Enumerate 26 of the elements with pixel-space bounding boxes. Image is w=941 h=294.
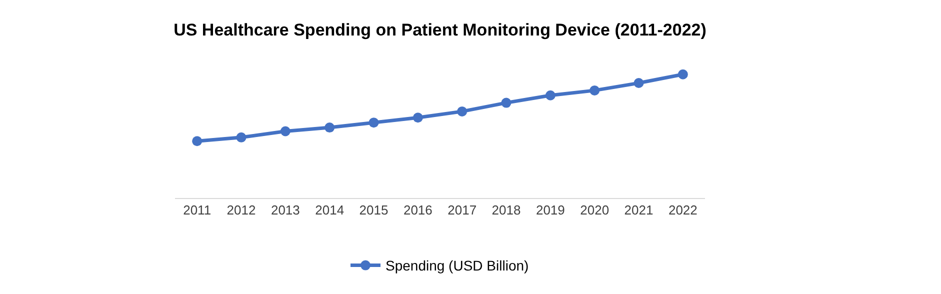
point <box>634 78 644 88</box>
x-tick-label: 2012 <box>226 202 256 218</box>
x-tick-label: 2014 <box>315 202 344 218</box>
point <box>236 132 246 142</box>
point <box>545 90 556 100</box>
x-tick-label: 2018 <box>492 202 521 218</box>
point <box>280 126 290 136</box>
point <box>324 122 335 133</box>
point <box>412 112 423 123</box>
chart-title: US Healthcare Spending on Patient Monitoring Device (2011-2022) <box>174 20 706 40</box>
x-tick-label: 2022 <box>668 202 698 218</box>
x-tick-label: 2013 <box>270 202 300 218</box>
x-tick-label: 2016 <box>403 202 432 218</box>
x-tick-label: 2019 <box>536 202 565 218</box>
x-tick-label: 2017 <box>448 202 477 218</box>
legend-label: Spending (USD Billion) <box>386 258 529 274</box>
point <box>501 98 512 108</box>
point <box>590 85 600 96</box>
x-tick-label: 2015 <box>359 202 388 218</box>
point <box>457 106 468 116</box>
point <box>192 136 202 146</box>
point <box>678 69 688 80</box>
x-tick-label: 2011 <box>183 202 212 218</box>
point <box>368 118 379 128</box>
x-tick-label: 2021 <box>624 202 654 218</box>
x-tick-label: 2020 <box>580 202 610 218</box>
